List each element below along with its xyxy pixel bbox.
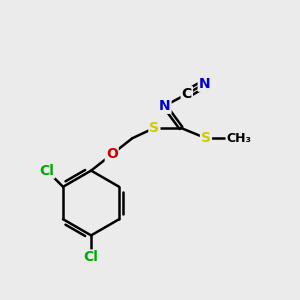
Text: Cl: Cl <box>84 250 98 265</box>
Text: S: S <box>149 121 159 135</box>
Text: CH₃: CH₃ <box>226 132 252 145</box>
Text: O: O <box>106 147 118 161</box>
Text: N: N <box>199 77 210 91</box>
Text: S: S <box>201 131 211 145</box>
Text: N: N <box>159 99 170 113</box>
Text: Cl: Cl <box>39 164 54 178</box>
Text: C: C <box>182 87 192 101</box>
